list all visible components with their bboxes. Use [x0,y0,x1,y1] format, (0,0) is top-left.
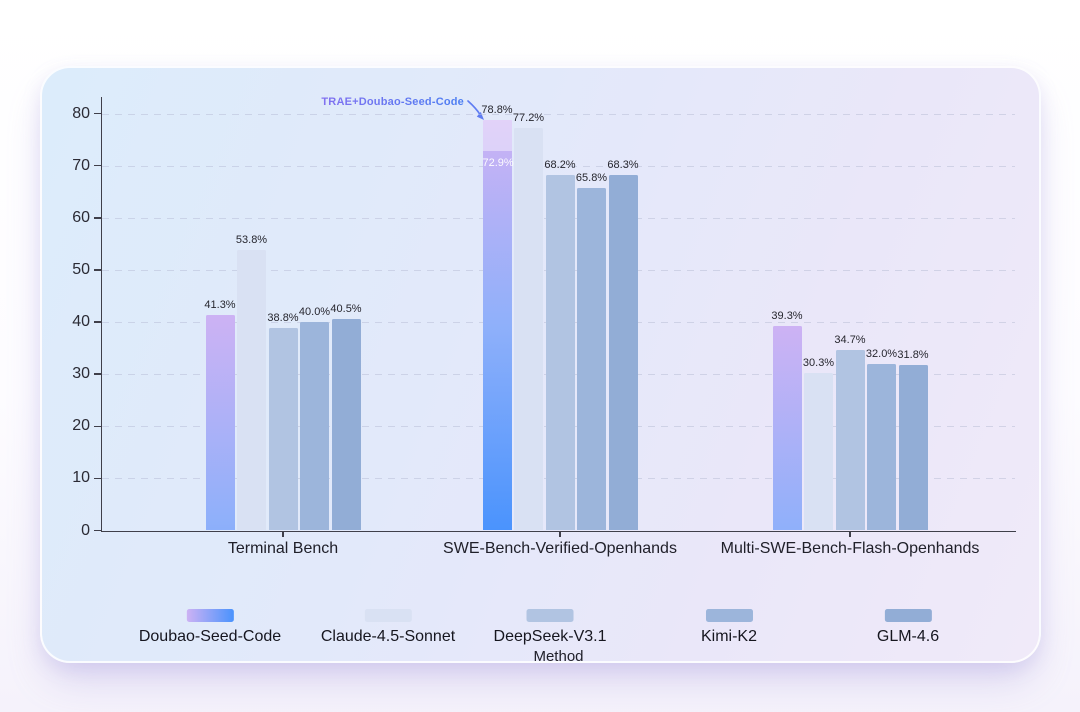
bar-glm-4-6-swe-bench-verified-openhands[interactable] [608,174,638,531]
bar-kimi-k2-multi-swe-bench-flash-openhands[interactable] [867,363,896,531]
y-axis-tick-label: 70 [72,156,90,174]
bar-value-label: 65.8% [575,171,608,184]
bar-value-label: 38.8% [267,312,299,325]
bar-value-label: 41.3% [204,299,236,312]
y-axis-tick [94,321,101,323]
bar-glm-4-6-multi-swe-bench-flash-openhands[interactable] [898,364,928,531]
y-axis-tick-label: 80 [72,104,90,122]
trae-increment-segment [482,119,512,151]
y-axis-tick [94,217,101,219]
bar-doubao-seed-code-multi-swe-bench-flash-openhands[interactable] [772,325,802,531]
y-axis-tick [94,112,101,115]
annotation-trae-label: TRAE+Doubao-Seed-Code [302,96,464,108]
bar-value-label: 32.0% [865,347,898,360]
x-axis-title: Method [533,648,584,665]
y-axis-tick [94,477,101,480]
legend-item-glm-4-6[interactable]: GLM-4.6 [877,609,939,646]
y-axis-tick [94,425,101,427]
x-axis-category-label-multi-swe-bench-flash-openhands: Multi-SWE-Bench-Flash-Openhands [720,540,980,557]
y-axis-tick-label: 50 [72,260,90,278]
legend-label: Kimi-K2 [700,628,758,645]
legend-swatch-claude-4-5-sonnet [364,609,412,622]
legend-label: Claude-4.5-Sonnet [320,628,456,645]
bar-value-label: 53.8% [235,234,268,247]
legend-swatch-glm-4-6 [884,609,932,622]
legend-label: GLM-4.6 [876,628,940,645]
bar-claude-4-5-sonnet-terminal-bench[interactable] [237,250,266,531]
y-axis-tick-label: 0 [81,521,90,539]
plot-area: TRAE+Doubao-Seed-Code Method 0 10 20 30 40 50… [42,68,1039,665]
bar-inner-value-label: 72.9% [482,156,514,169]
bar-value-label: 40.0% [298,306,331,319]
bar-doubao-seed-code-swe-bench-verified-openhands[interactable]: 72.9% [482,119,514,531]
y-axis-tick [94,529,101,532]
bar-kimi-k2-swe-bench-verified-openhands[interactable] [577,187,606,531]
bar-value-label: 30.3% [802,356,835,369]
bar-claude-4-5-sonnet-swe-bench-verified-openhands[interactable] [514,128,543,531]
legend-item-kimi-k2[interactable]: Kimi-K2 [701,609,757,646]
bar-value-label: 40.5% [330,303,362,316]
y-axis-tick [94,373,101,375]
chart-card: TRAE+Doubao-Seed-Code Method 0 10 20 30 40 50… [40,66,1041,665]
bar-value-label: 68.3% [607,158,639,171]
legend-label: Doubao-Seed-Code [138,628,282,645]
x-axis-tick [849,531,851,537]
y-axis-tick-label: 30 [72,365,90,383]
gridline-70 [102,165,1015,167]
y-axis-tick [94,164,101,167]
bar-deepseek-v3-1-swe-bench-verified-openhands[interactable] [545,175,575,531]
bar-value-label: 68.2% [544,159,576,172]
bar-deepseek-v3-1-terminal-bench[interactable] [268,328,298,531]
legend-swatch-doubao-seed-code [186,609,234,622]
legend-label: DeepSeek-V3.1 [493,628,607,645]
y-axis-tick-label: 40 [72,313,90,331]
y-axis-tick [94,269,101,271]
y-axis-tick-label: 60 [72,208,90,226]
bar-value-label: 39.3% [771,309,803,322]
x-axis-line [100,530,1016,532]
legend-swatch-deepseek-v3-1 [526,609,574,622]
annotation-arrow-icon [467,100,484,120]
x-axis-category-label-swe-bench-verified-openhands: SWE-Bench-Verified-Openhands [443,540,677,557]
bar-kimi-k2-terminal-bench[interactable] [300,322,329,531]
bar-deepseek-v3-1-multi-swe-bench-flash-openhands[interactable] [835,349,865,531]
bar-claude-4-5-sonnet-multi-swe-bench-flash-openhands[interactable] [804,372,833,531]
x-axis-category-label-terminal-bench: Terminal Bench [227,540,339,557]
legend-item-doubao-seed-code[interactable]: Doubao-Seed-Code [139,609,281,646]
bar-value-label: 77.2% [512,112,545,125]
y-axis-line [100,97,102,531]
y-axis-tick-label: 10 [72,469,90,487]
y-axis-tick-label: 20 [72,417,90,435]
x-axis-tick [282,531,284,537]
bar-value-label: 34.7% [834,333,866,346]
bar-doubao-seed-code-terminal-bench[interactable] [205,315,235,531]
gridline-80 [102,113,1015,115]
legend-item-deepseek-v3-1[interactable]: DeepSeek-V3.1 [493,609,607,646]
bar-value-label: 31.8% [897,348,929,361]
legend-swatch-kimi-k2 [705,609,753,622]
x-axis-tick [559,531,561,537]
bar-value-label: 78.8% [481,103,513,116]
bar-glm-4-6-terminal-bench[interactable] [331,319,361,531]
legend-item-claude-4-5-sonnet[interactable]: Claude-4.5-Sonnet [321,609,455,646]
